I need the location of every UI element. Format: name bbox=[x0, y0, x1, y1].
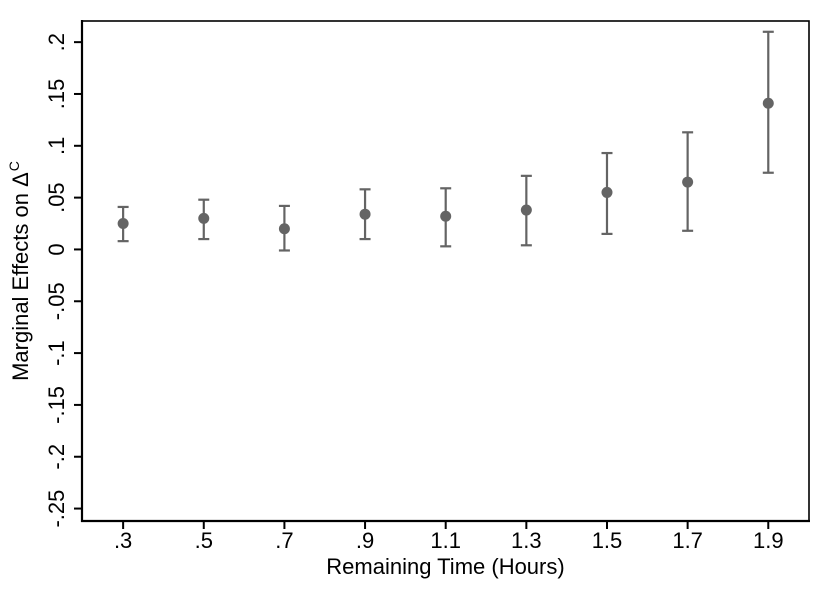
x-tick-label: .7 bbox=[275, 528, 293, 553]
data-point-marker bbox=[682, 176, 694, 188]
x-tick-label: 1.3 bbox=[511, 528, 542, 553]
data-point-marker bbox=[601, 186, 613, 198]
x-tick-label: .9 bbox=[356, 528, 374, 553]
x-tick-label: .3 bbox=[114, 528, 132, 553]
y-tick-label: .05 bbox=[44, 182, 69, 213]
y-tick-label: 0 bbox=[44, 243, 69, 255]
plot-frame bbox=[81, 20, 810, 522]
x-tick-label: 1.5 bbox=[592, 528, 623, 553]
x-axis-title: Remaining Time (Hours) bbox=[326, 554, 564, 579]
data-point-marker bbox=[762, 97, 774, 109]
y-tick-label: -.05 bbox=[44, 282, 69, 320]
y-tick-label: -.2 bbox=[44, 444, 69, 470]
y-tick-label: -.1 bbox=[44, 340, 69, 366]
y-tick-label: -.15 bbox=[44, 386, 69, 424]
x-tick-label: .5 bbox=[195, 528, 213, 553]
data-point-marker bbox=[117, 218, 129, 230]
y-tick-label: -.25 bbox=[44, 490, 69, 528]
y-tick-label: .1 bbox=[44, 137, 69, 155]
y-axis-title: Marginal Effects on ΔC bbox=[6, 161, 33, 381]
x-tick-label: 1.1 bbox=[430, 528, 461, 553]
x-tick-label: 1.7 bbox=[672, 528, 703, 553]
y-tick-label: .15 bbox=[44, 79, 69, 110]
data-point-marker bbox=[359, 208, 371, 220]
data-point-marker bbox=[198, 212, 210, 224]
x-tick-label: 1.9 bbox=[753, 528, 784, 553]
data-point-marker bbox=[278, 223, 290, 235]
y-tick-label: .2 bbox=[44, 33, 69, 51]
data-point-marker bbox=[440, 210, 452, 222]
data-point-marker bbox=[520, 204, 532, 216]
